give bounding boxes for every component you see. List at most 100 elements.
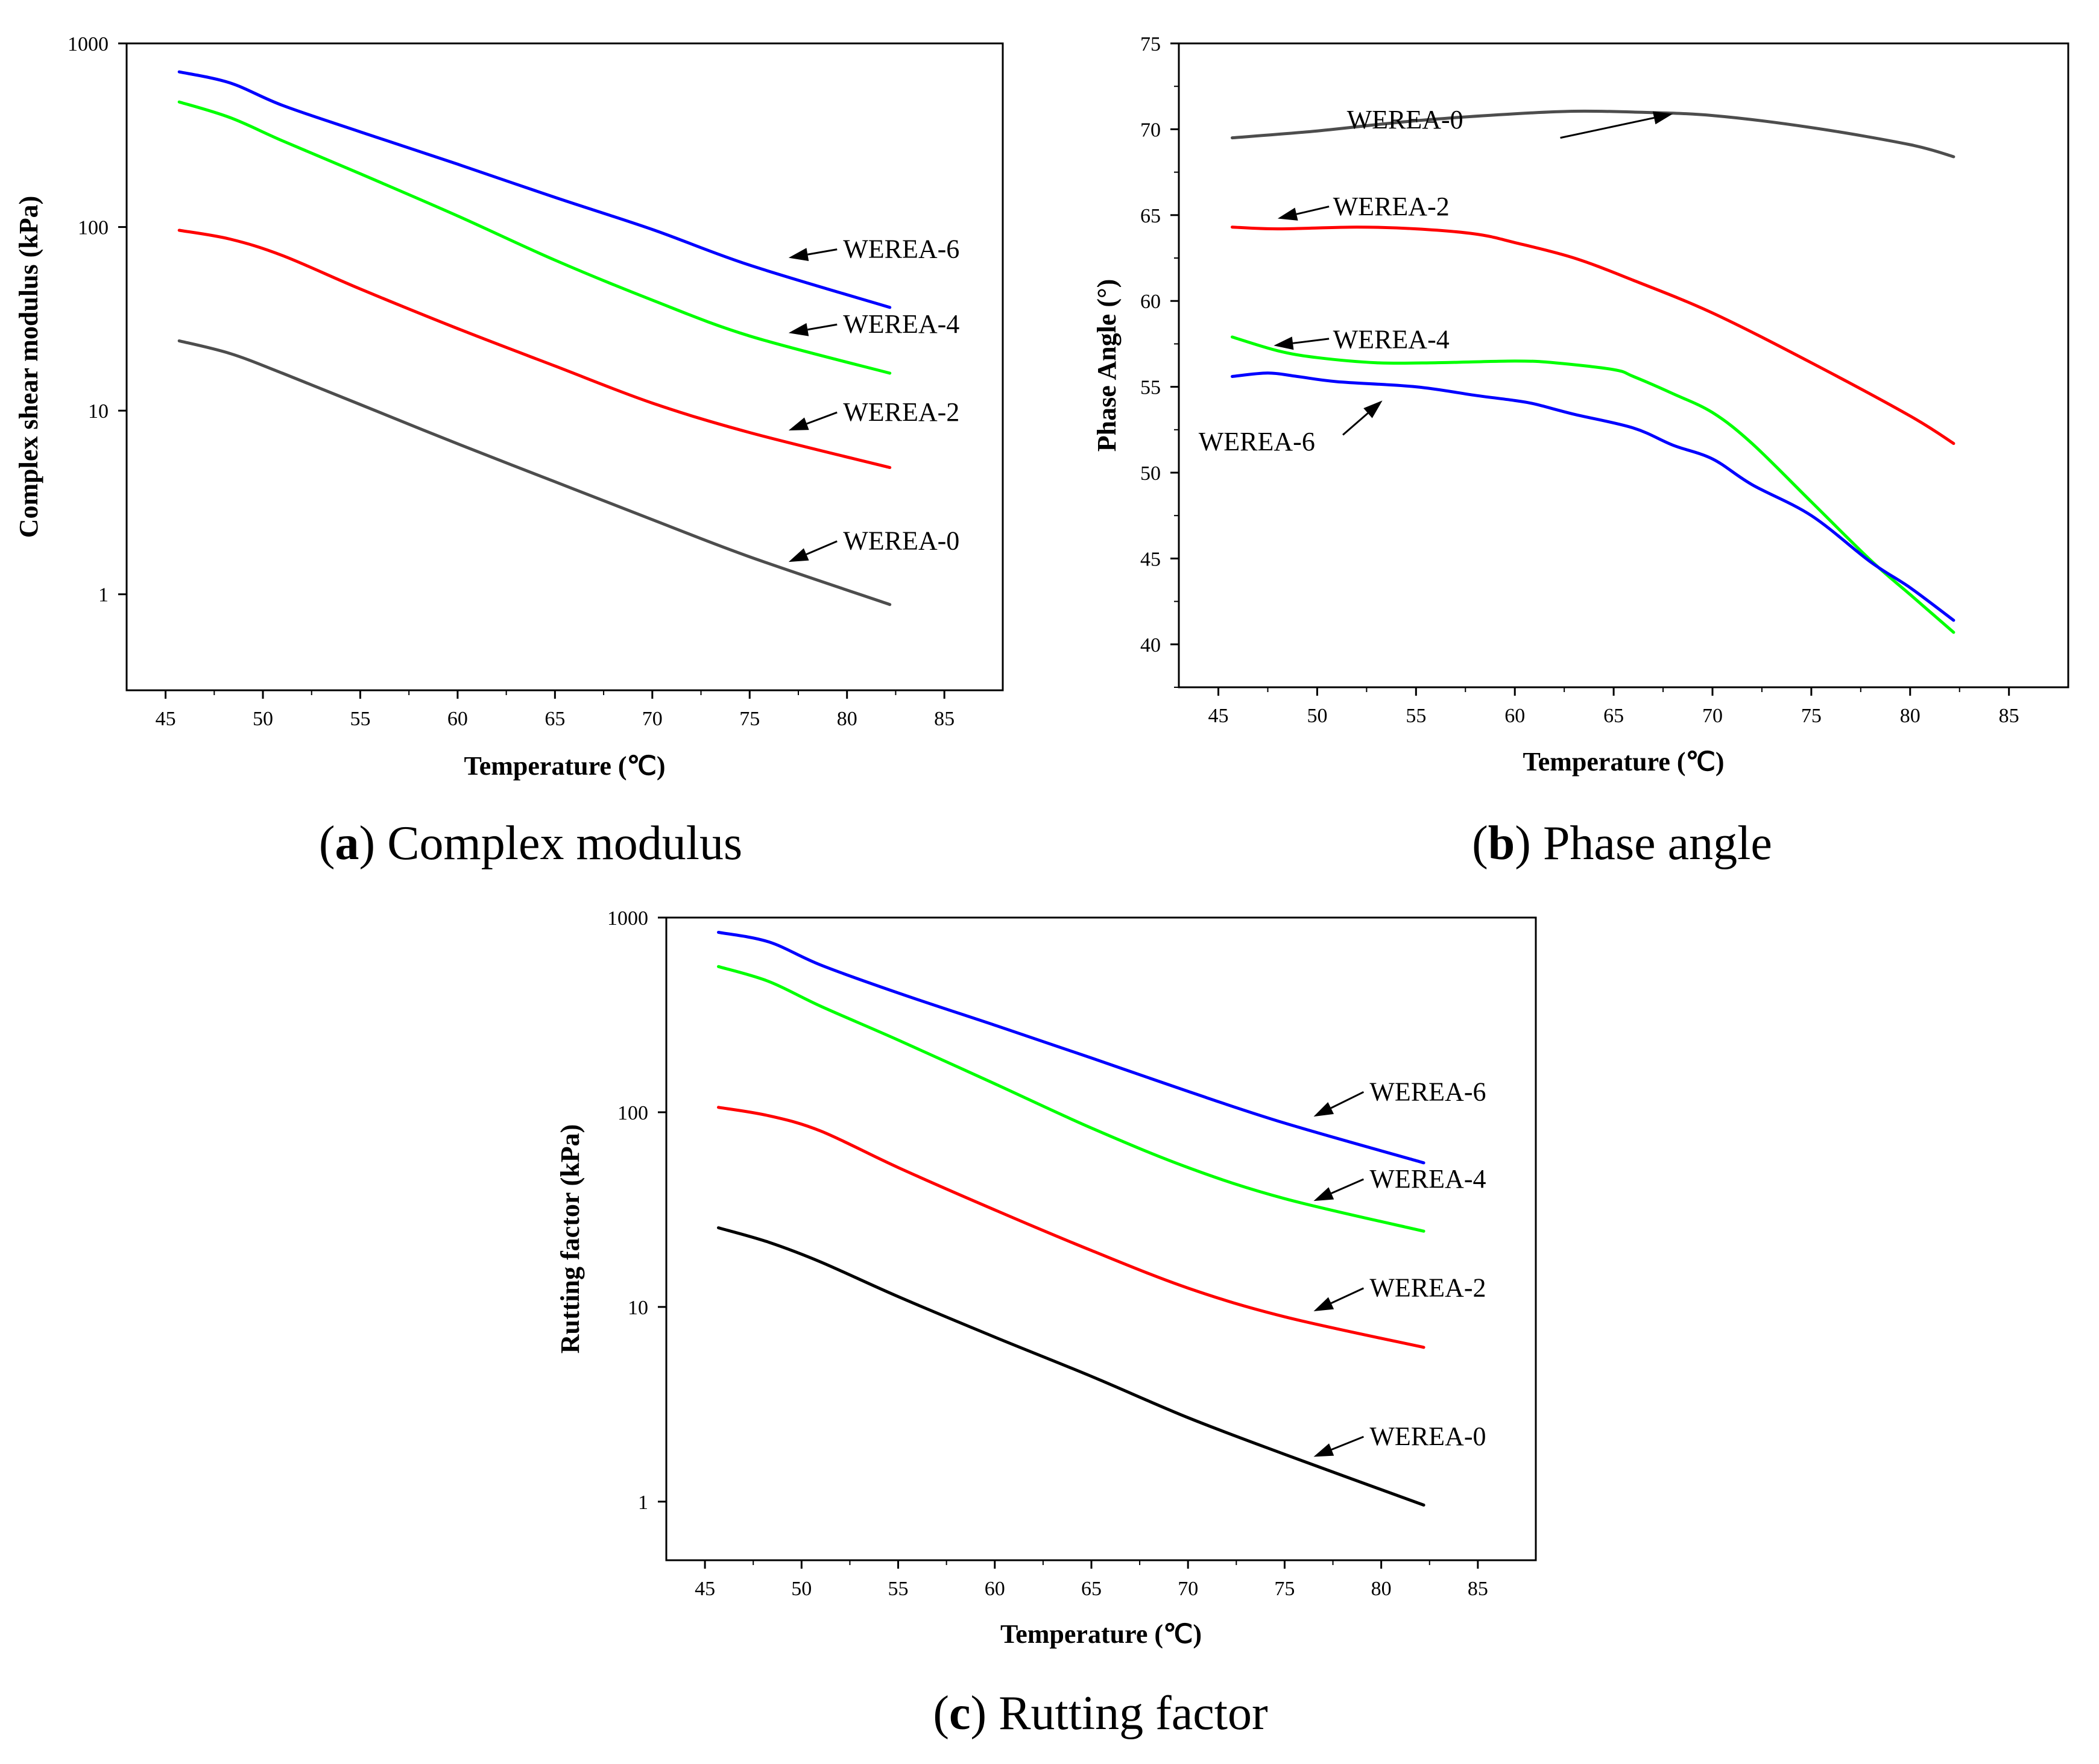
series-line-werea-6 bbox=[1231, 371, 1955, 622]
x-tick-label: 45 bbox=[156, 708, 176, 730]
x-tick-label: 80 bbox=[1371, 1578, 1392, 1600]
x-tick-label: 50 bbox=[253, 708, 273, 730]
y-axis-title: Phase Angle (°) bbox=[1092, 279, 1122, 452]
x-tick-label: 80 bbox=[1900, 705, 1921, 727]
caption-letter: a bbox=[335, 817, 359, 870]
series-label-werea-4: WEREA-4 bbox=[1369, 1164, 1486, 1194]
series-line-werea-0 bbox=[177, 339, 892, 606]
y-tick-label: 40 bbox=[1140, 634, 1161, 657]
y-tick-label: 60 bbox=[1140, 291, 1161, 313]
series-label-werea-2: WEREA-2 bbox=[1369, 1273, 1486, 1303]
panel-b-phase-angle: 45 50 55 60 65 70 75 80 85 40 45 50 55 60 65 70 75 Temper… bbox=[1092, 33, 2069, 870]
plot-frame bbox=[665, 916, 1537, 1561]
series-line-werea-0 bbox=[1231, 109, 1955, 159]
series-line-werea-2 bbox=[177, 228, 892, 469]
x-tick-label: 75 bbox=[739, 708, 760, 730]
y-tick-label: 70 bbox=[1140, 119, 1161, 141]
series-line-werea-2 bbox=[1231, 225, 1955, 446]
series-line-werea-4 bbox=[177, 100, 892, 375]
panel-caption: (a) Complex modulus bbox=[319, 817, 742, 870]
x-tick-label: 45 bbox=[695, 1578, 715, 1600]
x-tick-label: 60 bbox=[1504, 705, 1525, 727]
caption-text: Rutting factor bbox=[999, 1687, 1268, 1740]
x-tick-label: 65 bbox=[544, 708, 565, 730]
x-tick-label: 70 bbox=[642, 708, 663, 730]
y-tick-label: 1 bbox=[638, 1492, 648, 1514]
y-axis-title: Complex shear modulus (kPa) bbox=[14, 196, 43, 538]
series-line-werea-2 bbox=[717, 1106, 1425, 1349]
x-tick-label: 55 bbox=[350, 708, 370, 730]
panel-caption: (b) Phase angle bbox=[1472, 817, 1772, 870]
y-tick-label: 65 bbox=[1140, 205, 1161, 227]
series-arrow-werea-0 bbox=[1313, 1435, 1364, 1457]
x-tick-label: 45 bbox=[1208, 705, 1229, 727]
panel-caption: (c) Rutting factor bbox=[933, 1687, 1267, 1740]
x-tick-label: 50 bbox=[791, 1578, 812, 1600]
series-arrow-werea-2 bbox=[1277, 206, 1330, 221]
series-arrow-werea-0 bbox=[788, 540, 838, 562]
x-tick-label: 50 bbox=[1307, 705, 1327, 727]
x-tick-label: 55 bbox=[1406, 705, 1426, 727]
y-tick-label: 55 bbox=[1140, 377, 1161, 399]
series-arrow-werea-6 bbox=[1313, 1091, 1365, 1117]
y-tick-label: 100 bbox=[617, 1102, 648, 1124]
x-tick-label: 55 bbox=[888, 1578, 909, 1600]
series-arrow-werea-2 bbox=[1313, 1287, 1365, 1312]
y-tick-label: 1000 bbox=[68, 33, 109, 55]
series-line-werea-6 bbox=[177, 70, 892, 309]
x-tick-label: 60 bbox=[447, 708, 468, 730]
series-label-werea-2: WEREA-2 bbox=[1333, 192, 1450, 221]
x-tick-label: 75 bbox=[1801, 705, 1822, 727]
panel-c-rutting-factor: 45 50 55 60 65 70 75 80 85 1 10 100 1000 Temperature … bbox=[555, 907, 1537, 1740]
x-axis-title: Temperature (℃) bbox=[1523, 747, 1724, 776]
caption-letter: b bbox=[1488, 817, 1515, 870]
series-arrow-werea-4 bbox=[788, 323, 838, 336]
x-tick-label: 85 bbox=[1468, 1578, 1488, 1600]
x-axis-title: Temperature (℃) bbox=[1000, 1619, 1202, 1649]
panel-a-complex-modulus: 45 50 55 60 65 70 75 80 85 1 10 100 1000 Temperature … bbox=[14, 33, 1004, 870]
series-label-werea-0: WEREA-0 bbox=[1347, 105, 1463, 134]
series-arrow-werea-4 bbox=[1274, 336, 1330, 350]
x-tick-label: 65 bbox=[1081, 1578, 1102, 1600]
series-arrow-werea-4 bbox=[1313, 1178, 1365, 1202]
plot-frame bbox=[125, 42, 1004, 691]
y-tick-label: 50 bbox=[1140, 462, 1161, 485]
plot-frame bbox=[1178, 42, 2069, 688]
series-line-werea-4 bbox=[1231, 335, 1955, 634]
y-tick-label: 10 bbox=[88, 400, 109, 423]
x-tick-label: 65 bbox=[1603, 705, 1624, 727]
series-arrow-werea-0 bbox=[1560, 111, 1673, 139]
y-tick-label: 1000 bbox=[607, 907, 648, 930]
y-tick-label: 45 bbox=[1140, 548, 1161, 570]
y-tick-label: 75 bbox=[1140, 33, 1161, 55]
series-arrow-werea-2 bbox=[788, 411, 838, 431]
caption-text: Phase angle bbox=[1543, 817, 1772, 870]
series-line-werea-6 bbox=[717, 931, 1425, 1165]
x-tick-label: 75 bbox=[1274, 1578, 1295, 1600]
x-axis-title: Temperature (℃) bbox=[464, 751, 665, 781]
series-label-werea-6: WEREA-6 bbox=[843, 235, 959, 264]
series-arrow-werea-6 bbox=[788, 248, 838, 261]
series-label-werea-6: WEREA-6 bbox=[1369, 1077, 1486, 1106]
x-tick-label: 85 bbox=[934, 708, 955, 730]
x-tick-label: 85 bbox=[1999, 705, 2019, 727]
series-line-werea-0 bbox=[717, 1226, 1425, 1507]
series-label-werea-0: WEREA-0 bbox=[843, 526, 959, 556]
x-tick-label: 70 bbox=[1702, 705, 1723, 727]
x-tick-label: 60 bbox=[985, 1578, 1005, 1600]
y-tick-label: 1 bbox=[98, 584, 109, 606]
series-label-werea-4: WEREA-4 bbox=[1333, 325, 1450, 354]
series-label-werea-2: WEREA-2 bbox=[843, 397, 959, 427]
y-tick-label: 100 bbox=[78, 217, 109, 239]
x-tick-label: 70 bbox=[1178, 1578, 1198, 1600]
caption-text: Complex modulus bbox=[387, 817, 742, 870]
caption-letter: c bbox=[949, 1687, 971, 1740]
series-label-werea-4: WEREA-4 bbox=[843, 309, 959, 339]
series-arrow-werea-6 bbox=[1342, 400, 1383, 436]
series-label-werea-6: WEREA-6 bbox=[1199, 427, 1315, 456]
x-tick-label: 80 bbox=[837, 708, 857, 730]
y-axis-title: Rutting factor (kPa) bbox=[555, 1124, 585, 1353]
series-label-werea-0: WEREA-0 bbox=[1369, 1422, 1486, 1451]
y-tick-label: 10 bbox=[628, 1297, 648, 1319]
